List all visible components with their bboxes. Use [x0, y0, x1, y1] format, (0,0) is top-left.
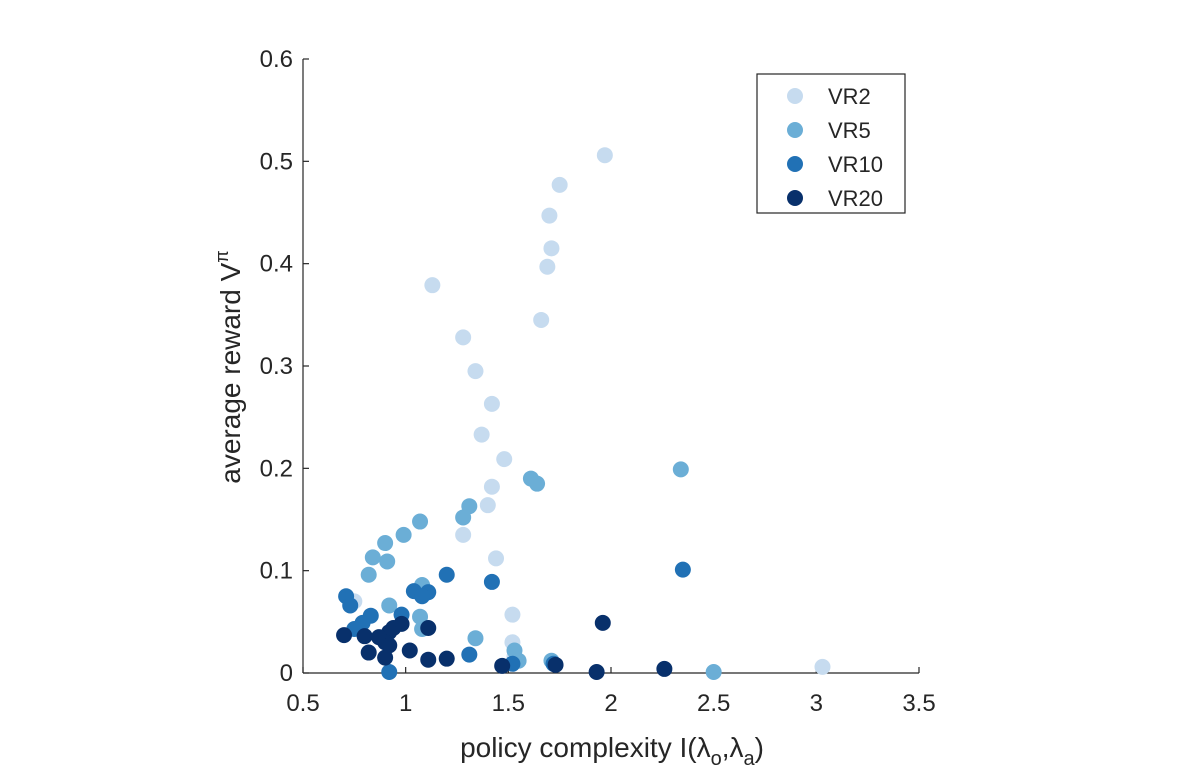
- x-tick-label: 1.5: [492, 690, 525, 717]
- data-point: [543, 240, 560, 257]
- y-ticks: 0 0.1 0.2 0.3 0.4 0.5 0.6: [260, 46, 309, 687]
- x-axis-title-sub1: o: [711, 748, 722, 770]
- data-point: [529, 475, 546, 492]
- data-point: [395, 526, 412, 543]
- data-point: [455, 526, 472, 543]
- y-tick-label: 0.5: [260, 148, 293, 175]
- data-point: [377, 535, 394, 552]
- y-tick-label: 0.3: [260, 353, 293, 380]
- legend-marker: [787, 156, 803, 172]
- x-axis-title-sub2: a: [743, 748, 755, 770]
- data-point: [467, 363, 484, 380]
- legend-label: VR5: [828, 118, 871, 143]
- data-point: [455, 509, 472, 526]
- data-point: [533, 311, 550, 328]
- data-point: [360, 644, 377, 661]
- y-axis-title: average reward Vπ: [212, 250, 246, 483]
- data-points: [336, 147, 831, 680]
- x-tick-label: 3.5: [902, 690, 935, 717]
- data-point: [672, 461, 689, 478]
- x-tick-label: 0.5: [286, 690, 319, 717]
- legend-marker: [787, 88, 803, 104]
- data-point: [342, 597, 359, 614]
- legend-marker: [787, 122, 803, 138]
- data-point: [381, 597, 398, 614]
- data-point: [483, 478, 500, 495]
- data-point: [496, 451, 513, 468]
- data-point: [379, 553, 396, 570]
- legend: VR2 VR5 VR10 VR20: [756, 73, 906, 214]
- legend-item-vr20: VR20: [787, 186, 883, 211]
- data-point: [414, 588, 431, 605]
- x-tick-label: 3: [810, 690, 823, 717]
- data-point: [488, 550, 505, 567]
- data-point: [401, 642, 418, 659]
- data-point: [455, 329, 472, 346]
- x-tick-label: 1: [399, 690, 412, 717]
- data-point: [467, 630, 484, 647]
- legend-item-vr10: VR10: [787, 152, 883, 177]
- x-tick-label: 2: [604, 690, 617, 717]
- legend-marker: [787, 190, 803, 206]
- data-point: [377, 649, 394, 666]
- legend-label: VR20: [828, 186, 883, 211]
- data-point: [504, 606, 521, 623]
- data-point: [336, 627, 353, 644]
- data-point: [656, 660, 673, 677]
- data-point: [381, 637, 398, 654]
- data-point: [420, 651, 437, 668]
- data-point: [420, 619, 437, 636]
- data-point: [541, 207, 558, 224]
- data-point: [483, 573, 500, 590]
- y-tick-label: 0: [280, 660, 293, 687]
- series-vr20: [336, 614, 673, 680]
- data-point: [674, 561, 691, 578]
- y-axis-title-main: average reward V: [215, 262, 246, 483]
- data-point: [461, 646, 478, 663]
- data-point: [494, 657, 511, 674]
- y-tick-label: 0.4: [260, 251, 293, 278]
- data-point: [479, 497, 496, 514]
- legend-box: [756, 73, 906, 214]
- data-point: [814, 658, 831, 675]
- data-point: [412, 513, 429, 530]
- x-axis-title-end: ): [755, 732, 764, 763]
- data-point: [381, 663, 398, 680]
- y-axis-title-sup: π: [212, 250, 232, 262]
- legend-item-vr5: VR5: [787, 118, 871, 143]
- data-point: [594, 614, 611, 631]
- data-point: [438, 650, 455, 667]
- x-ticks: 0.5 1 1.5 2 2.5 3 3.5: [286, 667, 936, 717]
- legend-label: VR10: [828, 152, 883, 177]
- x-tick-label: 2.5: [697, 690, 730, 717]
- legend-label: VR2: [828, 84, 871, 109]
- data-point: [412, 608, 429, 625]
- y-tick-label: 0.6: [260, 46, 293, 73]
- data-point: [364, 549, 381, 566]
- data-point: [596, 147, 613, 164]
- data-point: [438, 566, 455, 583]
- data-point: [539, 258, 556, 275]
- data-point: [356, 628, 373, 645]
- data-point: [547, 656, 564, 673]
- data-point: [483, 395, 500, 412]
- data-point: [424, 277, 441, 294]
- series-vr5: [360, 461, 722, 680]
- x-axis-title: policy complexity I(λo,λa): [460, 732, 764, 770]
- x-axis-title-main: policy complexity I(λ: [460, 732, 711, 763]
- data-point: [588, 663, 605, 680]
- data-point: [473, 426, 490, 443]
- data-point: [360, 566, 377, 583]
- legend-item-vr2: VR2: [787, 84, 871, 109]
- y-tick-label: 0.1: [260, 558, 293, 585]
- x-axis-title-mid: ,λ: [722, 732, 744, 763]
- data-point: [705, 663, 722, 680]
- y-tick-label: 0.2: [260, 455, 293, 482]
- data-point: [551, 176, 568, 193]
